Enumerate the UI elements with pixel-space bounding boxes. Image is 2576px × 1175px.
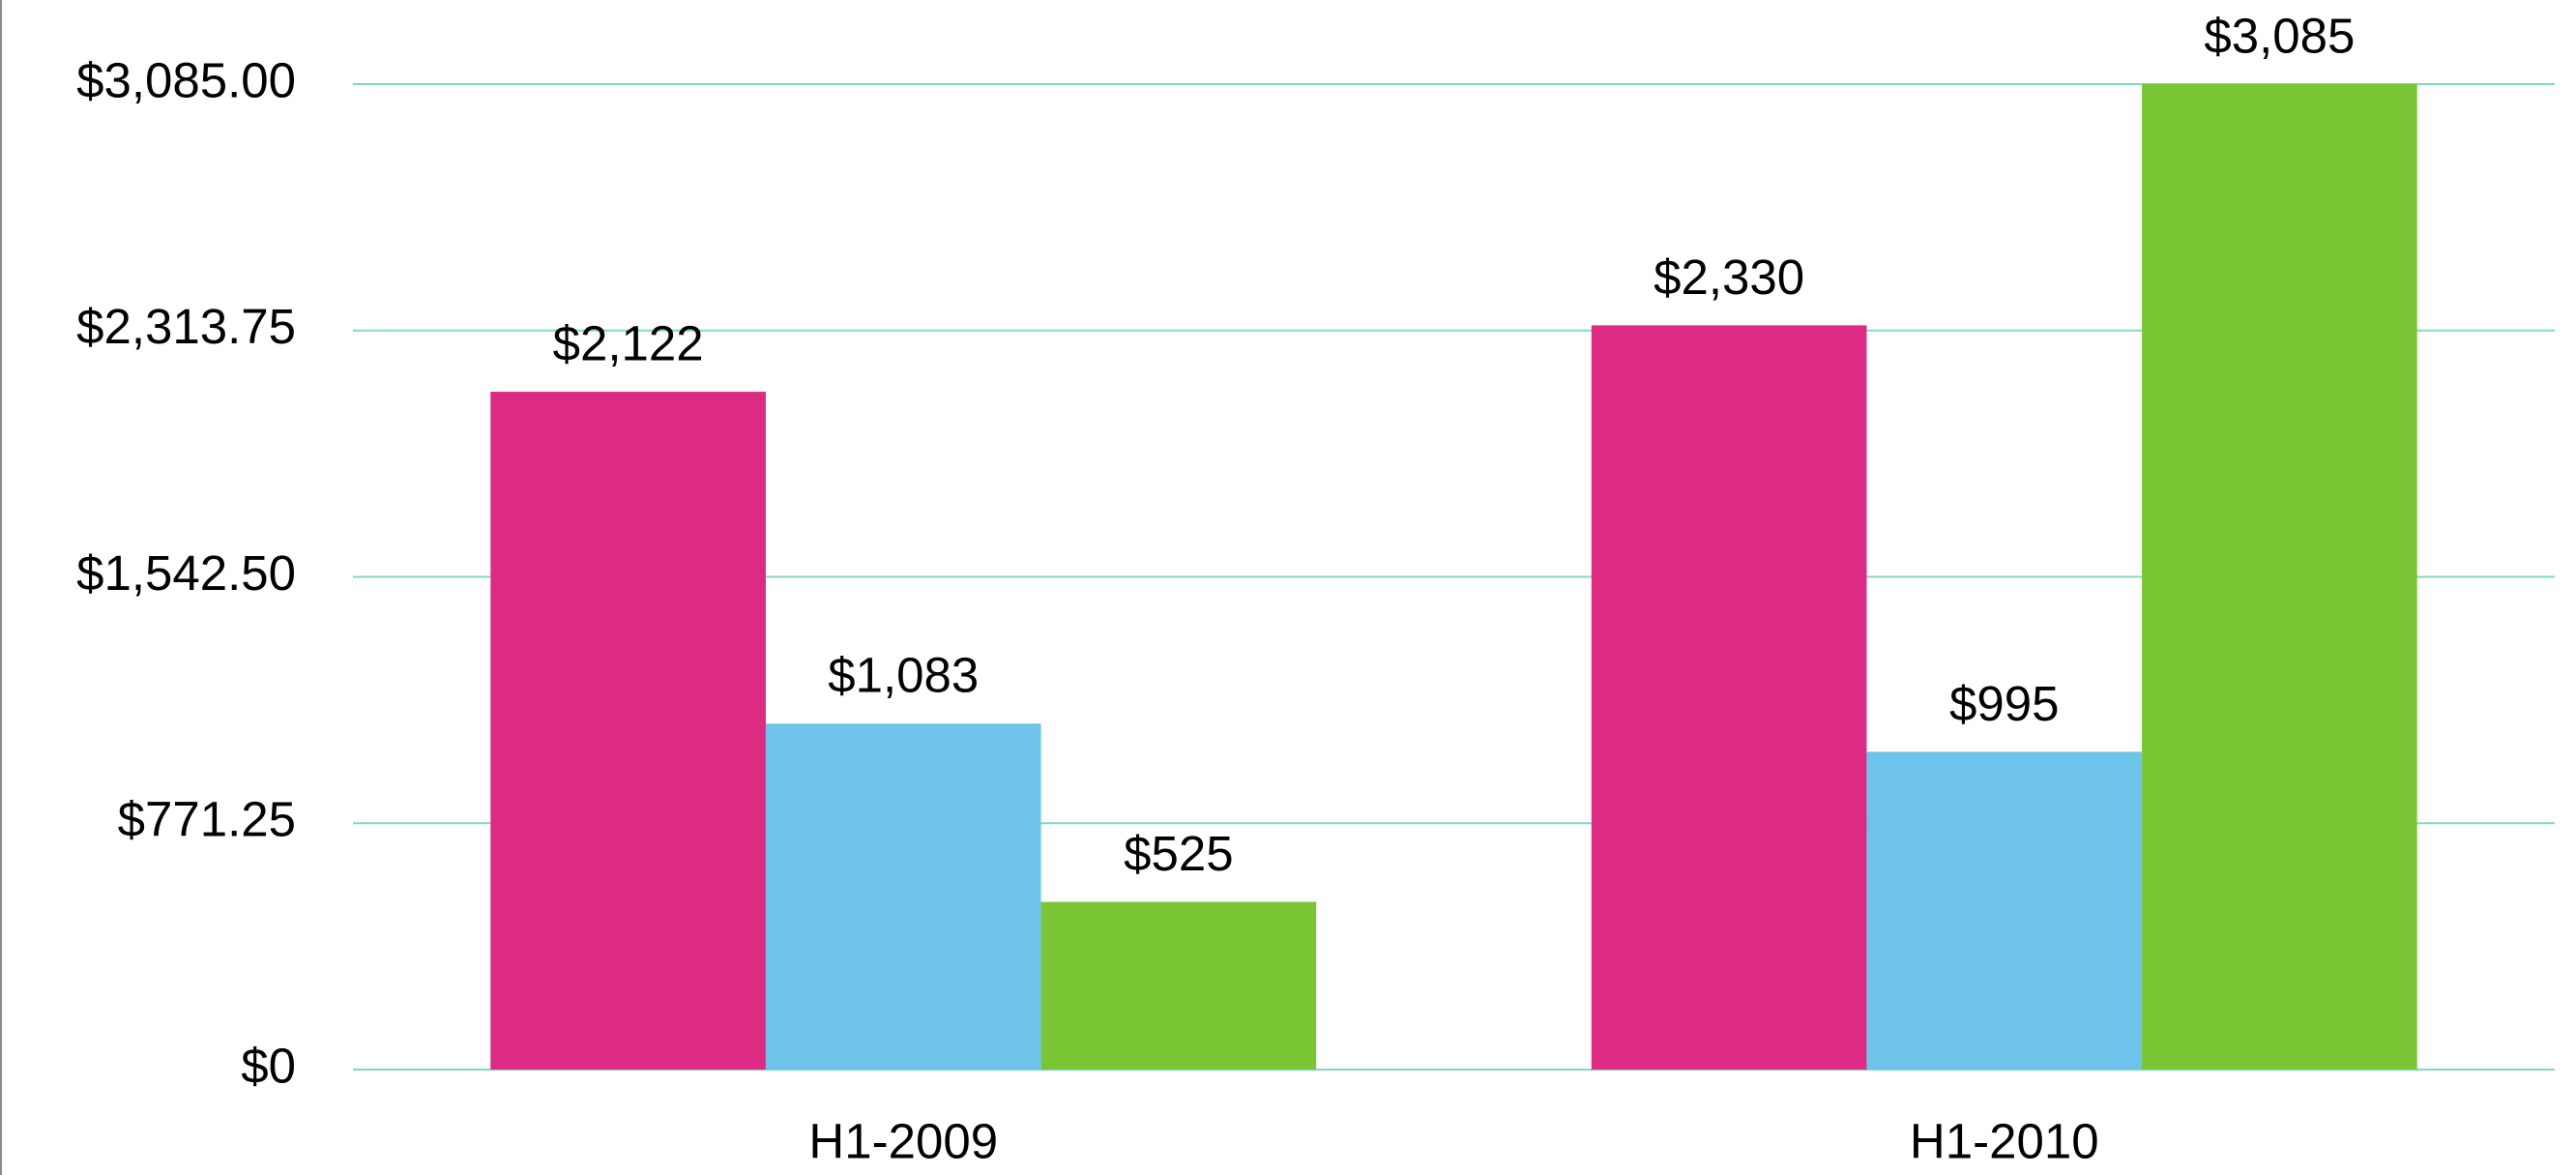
y-tick-label: $1,542.50 bbox=[76, 545, 296, 601]
bar bbox=[1866, 751, 2143, 1070]
y-tick-label: $3,085.00 bbox=[76, 52, 296, 107]
bar bbox=[1040, 901, 1317, 1070]
y-tick-label: $2,313.75 bbox=[76, 299, 296, 354]
bar bbox=[1591, 325, 1867, 1070]
bar bbox=[490, 392, 766, 1070]
bar bbox=[2142, 84, 2417, 1070]
data-label: $3,085 bbox=[2204, 8, 2355, 63]
y-tick-label: $771.25 bbox=[118, 792, 296, 847]
x-tick-label: H1-2010 bbox=[1910, 1113, 2099, 1168]
data-label: $995 bbox=[1949, 676, 2059, 731]
data-label: $2,330 bbox=[1654, 250, 1804, 305]
y-tick-label: $0 bbox=[241, 1038, 296, 1093]
bar bbox=[765, 723, 1041, 1070]
data-label: $1,083 bbox=[828, 648, 979, 703]
data-label: $525 bbox=[1124, 826, 1233, 881]
x-tick-label: H1-2009 bbox=[808, 1113, 998, 1168]
data-label: $2,122 bbox=[553, 316, 704, 371]
